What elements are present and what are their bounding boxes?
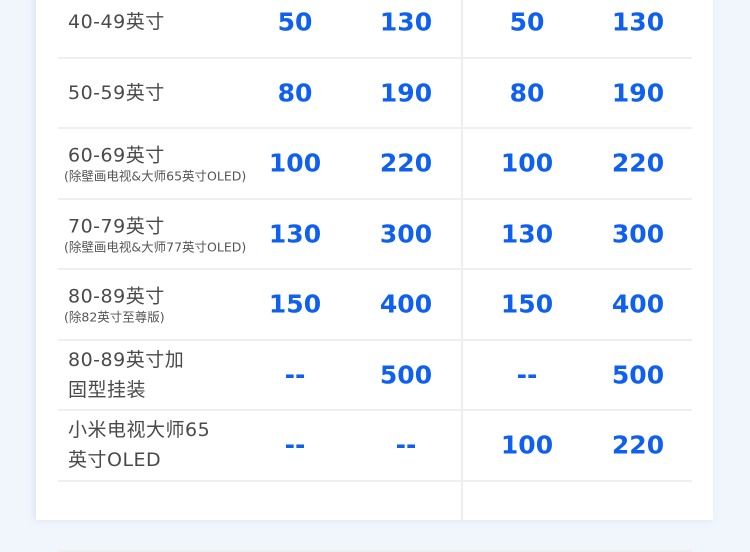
price-table-card: 40-49英寸 50 130 50 130 50-59英寸 80 190 80 190 60-69英… — [36, 0, 713, 520]
row-label: 80-89英寸加固型挂装 — [68, 345, 184, 405]
price-cell: 130 — [612, 8, 664, 37]
price-cell: 190 — [612, 78, 664, 107]
table-row: 小米电视大师65 英寸OLED -- -- 100 220 — [58, 411, 692, 482]
price-cell: 50 — [510, 8, 545, 37]
price-cell: 80 — [278, 78, 313, 107]
price-cell: 500 — [380, 360, 432, 389]
price-cell: 220 — [612, 149, 664, 178]
size-range: 60-69英寸 — [68, 145, 165, 167]
size-range-line2: 固型挂装 — [68, 379, 146, 401]
table-row — [58, 482, 692, 552]
row-note: (除82英寸至尊版) — [64, 310, 165, 325]
size-range: 80-89英寸 — [68, 286, 165, 308]
row-label: 70-79英寸(除壁画电视&大师77英寸OLED) — [68, 213, 246, 254]
price-cell: -- — [396, 431, 417, 460]
price-cell: 130 — [501, 219, 553, 248]
price-cell: 400 — [380, 290, 432, 319]
price-cell: 150 — [501, 290, 553, 319]
row-note: (除壁画电视&大师77英寸OLED) — [64, 239, 246, 254]
price-cell: 100 — [269, 149, 321, 178]
price-cell: 100 — [501, 431, 553, 460]
price-cell: 80 — [510, 78, 545, 107]
table-row: 80-89英寸加固型挂装 -- 500 -- 500 — [58, 341, 692, 412]
size-range: 50-59英寸 — [68, 82, 165, 104]
price-cell: -- — [517, 360, 538, 389]
price-cell: -- — [285, 360, 306, 389]
price-cell: 220 — [612, 431, 664, 460]
price-cell: 500 — [612, 360, 664, 389]
row-note: (除壁画电视&大师65英寸OLED) — [64, 169, 246, 184]
size-range-line2: 英寸OLED — [68, 449, 161, 471]
row-label: 80-89英寸(除82英寸至尊版) — [68, 284, 165, 325]
price-cell: 100 — [501, 149, 553, 178]
size-range: 80-89英寸加 — [68, 349, 184, 371]
size-range: 小米电视大师65 — [68, 419, 210, 441]
price-cell: 190 — [380, 78, 432, 107]
price-cell: 130 — [380, 8, 432, 37]
row-label: 40-49英寸 — [68, 9, 165, 35]
price-cell: 400 — [612, 290, 664, 319]
row-label: 60-69英寸(除壁画电视&大师65英寸OLED) — [68, 143, 246, 184]
table-row: 50-59英寸 80 190 80 190 — [58, 59, 692, 130]
price-cell: 220 — [380, 149, 432, 178]
price-cell: 50 — [278, 8, 313, 37]
price-cell: -- — [285, 431, 306, 460]
table-row: 40-49英寸 50 130 50 130 — [58, 0, 692, 59]
row-label: 小米电视大师65 英寸OLED — [68, 415, 210, 475]
price-cell: 150 — [269, 290, 321, 319]
price-cell: 130 — [269, 219, 321, 248]
size-range: 70-79英寸 — [68, 215, 165, 237]
row-label: 50-59英寸 — [68, 80, 165, 106]
price-table: 40-49英寸 50 130 50 130 50-59英寸 80 190 80 190 60-69英… — [58, 0, 692, 552]
size-range: 40-49英寸 — [68, 11, 165, 33]
price-cell: 300 — [612, 219, 664, 248]
price-cell: 300 — [380, 219, 432, 248]
